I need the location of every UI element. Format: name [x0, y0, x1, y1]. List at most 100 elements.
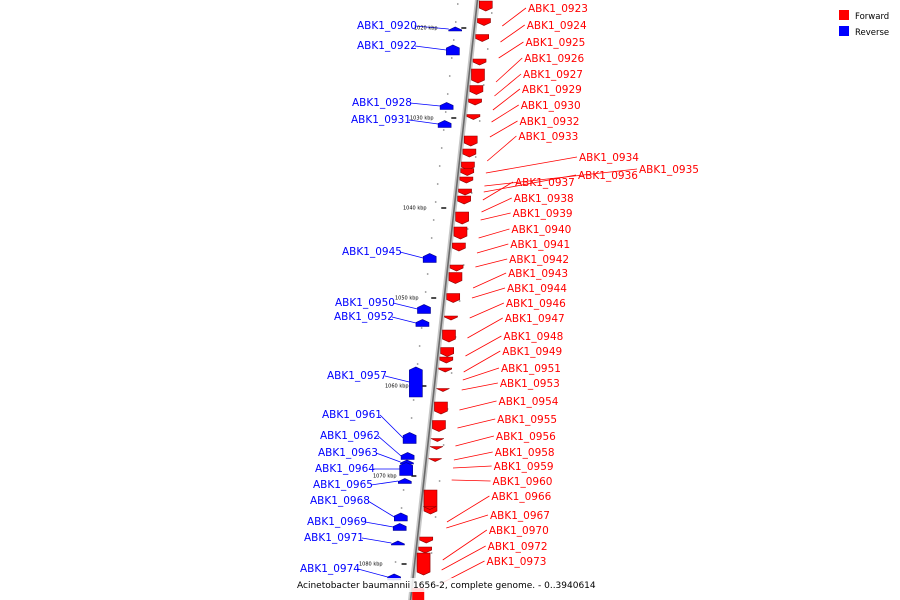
reverse-gene-label[interactable]: ABK1_0964 — [315, 463, 375, 475]
forward-gene-label[interactable]: ABK1_0949 — [502, 346, 562, 358]
forward-gene-label[interactable]: ABK1_0925 — [525, 37, 585, 49]
forward-gene-feature[interactable] — [446, 293, 461, 303]
forward-gene-label[interactable]: ABK1_0939 — [513, 208, 573, 220]
forward-gene-label[interactable]: ABK1_0941 — [510, 239, 570, 251]
forward-gene-feature[interactable] — [477, 18, 491, 26]
forward-gene-label[interactable]: ABK1_0951 — [501, 363, 561, 375]
forward-gene-feature[interactable] — [434, 401, 448, 415]
reverse-gene-feature[interactable] — [394, 512, 408, 522]
forward-gene-feature[interactable] — [452, 242, 466, 252]
forward-gene-label[interactable]: ABK1_0935 — [639, 164, 699, 176]
reverse-gene-feature[interactable] — [448, 26, 463, 32]
reverse-gene-label[interactable]: ABK1_0957 — [327, 370, 387, 382]
forward-gene-feature[interactable] — [430, 438, 445, 442]
forward-gene-label[interactable]: ABK1_0953 — [500, 378, 560, 390]
forward-gene-feature[interactable] — [455, 211, 469, 225]
reverse-gene-label[interactable]: ABK1_0962 — [320, 430, 380, 442]
reverse-gene-label[interactable]: ABK1_0961 — [322, 409, 382, 421]
forward-gene-feature[interactable] — [459, 176, 474, 184]
forward-gene-feature[interactable] — [436, 388, 450, 392]
forward-gene-label[interactable]: ABK1_0970 — [489, 525, 549, 537]
forward-gene-label[interactable]: ABK1_0960 — [493, 476, 553, 488]
forward-gene-label[interactable]: ABK1_0930 — [521, 100, 581, 112]
forward-gene-label[interactable]: ABK1_0967 — [490, 510, 550, 522]
forward-gene-feature[interactable] — [423, 489, 438, 515]
reverse-gene-label[interactable]: ABK1_0968 — [310, 495, 370, 507]
forward-gene-label[interactable]: ABK1_0948 — [503, 331, 563, 343]
forward-gene-label[interactable]: ABK1_0955 — [497, 414, 557, 426]
reverse-gene-label[interactable]: ABK1_0971 — [304, 532, 364, 544]
forward-gene-feature[interactable] — [472, 58, 487, 66]
forward-gene-feature[interactable] — [462, 148, 477, 158]
forward-gene-feature[interactable] — [419, 536, 434, 544]
forward-gene-feature[interactable] — [440, 347, 455, 357]
forward-gene-label[interactable]: ABK1_0940 — [511, 224, 571, 236]
reverse-gene-feature[interactable] — [437, 120, 452, 128]
reverse-gene-label[interactable]: ABK1_0974 — [300, 563, 360, 575]
forward-gene-feature[interactable] — [478, 0, 493, 12]
forward-gene-label[interactable]: ABK1_0947 — [505, 313, 565, 325]
forward-gene-label[interactable]: ABK1_0946 — [506, 298, 566, 310]
forward-gene-feature[interactable] — [448, 272, 463, 284]
forward-gene-label[interactable]: ABK1_0942 — [509, 254, 569, 266]
reverse-gene-label[interactable]: ABK1_0928 — [352, 97, 412, 109]
forward-gene-feature[interactable] — [458, 188, 472, 196]
forward-gene-label[interactable]: ABK1_0958 — [495, 447, 555, 459]
forward-gene-label[interactable]: ABK1_0959 — [494, 461, 554, 473]
reverse-gene-label[interactable]: ABK1_0952 — [334, 311, 394, 323]
reverse-gene-feature[interactable] — [417, 304, 431, 314]
forward-gene-label[interactable]: ABK1_0973 — [487, 556, 547, 568]
reverse-gene-feature[interactable] — [439, 102, 454, 110]
forward-gene-feature[interactable] — [468, 98, 482, 106]
reverse-gene-feature[interactable] — [399, 462, 413, 476]
forward-gene-label[interactable]: ABK1_0943 — [508, 268, 568, 280]
forward-gene-label[interactable]: ABK1_0934 — [579, 152, 639, 164]
forward-gene-feature[interactable] — [416, 552, 431, 576]
forward-gene-feature[interactable] — [475, 34, 490, 42]
forward-gene-label[interactable]: ABK1_0966 — [491, 491, 551, 503]
reverse-gene-label[interactable]: ABK1_0963 — [318, 447, 378, 459]
forward-gene-feature[interactable] — [471, 68, 485, 84]
reverse-gene-label[interactable]: ABK1_0922 — [357, 40, 417, 52]
reverse-gene-feature[interactable] — [446, 44, 460, 56]
forward-gene-label[interactable]: ABK1_0956 — [496, 431, 556, 443]
forward-gene-feature[interactable] — [438, 367, 452, 373]
reverse-gene-label[interactable]: ABK1_0969 — [307, 516, 367, 528]
forward-gene-label[interactable]: ABK1_0937 — [515, 177, 575, 189]
reverse-gene-feature[interactable] — [400, 452, 415, 460]
forward-gene-label[interactable]: ABK1_0933 — [518, 131, 578, 143]
forward-gene-feature[interactable] — [418, 546, 432, 554]
forward-gene-label[interactable]: ABK1_0923 — [528, 3, 588, 15]
reverse-gene-feature[interactable] — [398, 478, 412, 484]
forward-gene-feature[interactable] — [469, 85, 484, 95]
forward-gene-label[interactable]: ABK1_0929 — [522, 84, 582, 96]
forward-gene-feature[interactable] — [457, 195, 471, 205]
reverse-gene-label[interactable]: ABK1_0945 — [342, 246, 402, 258]
forward-gene-feature[interactable] — [449, 264, 464, 272]
reverse-gene-label[interactable]: ABK1_0920 — [357, 20, 417, 32]
forward-gene-feature[interactable] — [453, 226, 468, 240]
forward-gene-feature[interactable] — [439, 356, 454, 364]
forward-gene-label[interactable]: ABK1_0938 — [514, 193, 574, 205]
forward-gene-label[interactable]: ABK1_0927 — [523, 69, 583, 81]
forward-gene-feature[interactable] — [423, 506, 437, 510]
reverse-gene-feature[interactable] — [402, 432, 417, 444]
forward-gene-feature[interactable] — [429, 446, 444, 450]
forward-gene-feature[interactable] — [460, 168, 475, 176]
reverse-gene-feature[interactable] — [415, 319, 430, 327]
forward-gene-label[interactable]: ABK1_0944 — [507, 283, 567, 295]
forward-gene-feature[interactable] — [428, 458, 442, 462]
forward-gene-feature[interactable] — [432, 420, 446, 432]
reverse-gene-feature[interactable] — [392, 523, 407, 531]
forward-gene-label[interactable]: ABK1_0926 — [524, 53, 584, 65]
reverse-gene-feature[interactable] — [400, 459, 414, 465]
forward-gene-label[interactable]: ABK1_0932 — [520, 116, 580, 128]
reverse-gene-label[interactable]: ABK1_0950 — [335, 297, 395, 309]
forward-gene-label[interactable]: ABK1_0936 — [578, 170, 638, 182]
reverse-gene-label[interactable]: ABK1_0965 — [313, 479, 373, 491]
forward-gene-label[interactable]: ABK1_0972 — [488, 541, 548, 553]
reverse-gene-feature[interactable] — [422, 253, 437, 263]
reverse-gene-label[interactable]: ABK1_0931 — [351, 114, 411, 126]
reverse-gene-feature[interactable] — [391, 540, 405, 546]
forward-gene-label[interactable]: ABK1_0954 — [499, 396, 559, 408]
